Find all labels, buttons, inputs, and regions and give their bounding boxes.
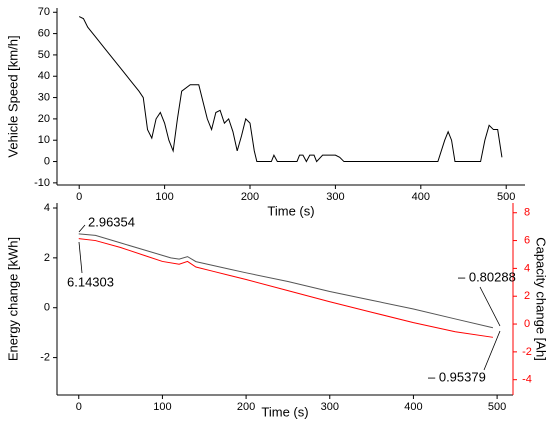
y2-axis-label: Capacity change [Ah] [534,237,549,361]
annotation: 6.14303 [67,274,114,289]
x-tick-label: 500 [497,191,515,203]
y-tick-label: 2 [44,252,50,264]
annotation-leader [479,286,501,327]
y-tick-label: 0 [44,155,50,167]
y2-tick-label: 6 [524,234,530,246]
y-axis-label: Vehicle Speed [km/h] [5,35,20,157]
x-tick-label: 100 [153,401,171,413]
annotation-leader [483,330,501,371]
annotation-leader [78,241,83,274]
annotation-leader [78,224,86,233]
y-tick-label: 70 [38,6,50,18]
y2-tick-label: 4 [524,262,530,274]
y2-tick-label: 0 [524,318,530,330]
annotation: – 0.95379 [428,369,486,384]
y2-tick-label: -2 [522,346,532,358]
series-line [78,233,494,329]
x-axis-label: Time (s) [261,404,308,419]
y2-tick-label: -4 [522,374,532,386]
y-tick-label: 0 [44,302,50,314]
y-tick-label: 20 [38,113,50,125]
x-tick-label: 300 [321,401,339,413]
y2-tick-label: 2 [524,290,530,302]
y-tick-label: 40 [38,70,50,82]
x-tick-label: 0 [76,401,82,413]
y-tick-label: 4 [44,202,50,214]
y-tick-label: 30 [38,91,50,103]
x-tick-label: 0 [76,191,82,203]
y-tick-label: -2 [40,352,50,364]
annotation: – 0.80288 [458,269,516,284]
x-tick-label: 300 [326,191,344,203]
x-axis-label: Time (s) [267,203,314,218]
series-line [78,238,493,338]
series-line [78,16,503,163]
x-tick-label: 500 [488,401,506,413]
x-tick-label: 400 [404,401,422,413]
x-tick-label: 200 [237,401,255,413]
x-tick-label: 200 [241,191,259,203]
y-tick-label: 60 [38,27,50,39]
y-axis-label: Energy change [kWh] [5,237,20,361]
x-tick-label: 400 [412,191,430,203]
annotation: 2.96354 [88,214,135,229]
y-tick-label: -10 [34,177,50,189]
y-tick-label: 10 [38,134,50,146]
y2-tick-label: 8 [524,207,530,219]
x-tick-label: 100 [155,191,173,203]
y-tick-label: 50 [38,49,50,61]
